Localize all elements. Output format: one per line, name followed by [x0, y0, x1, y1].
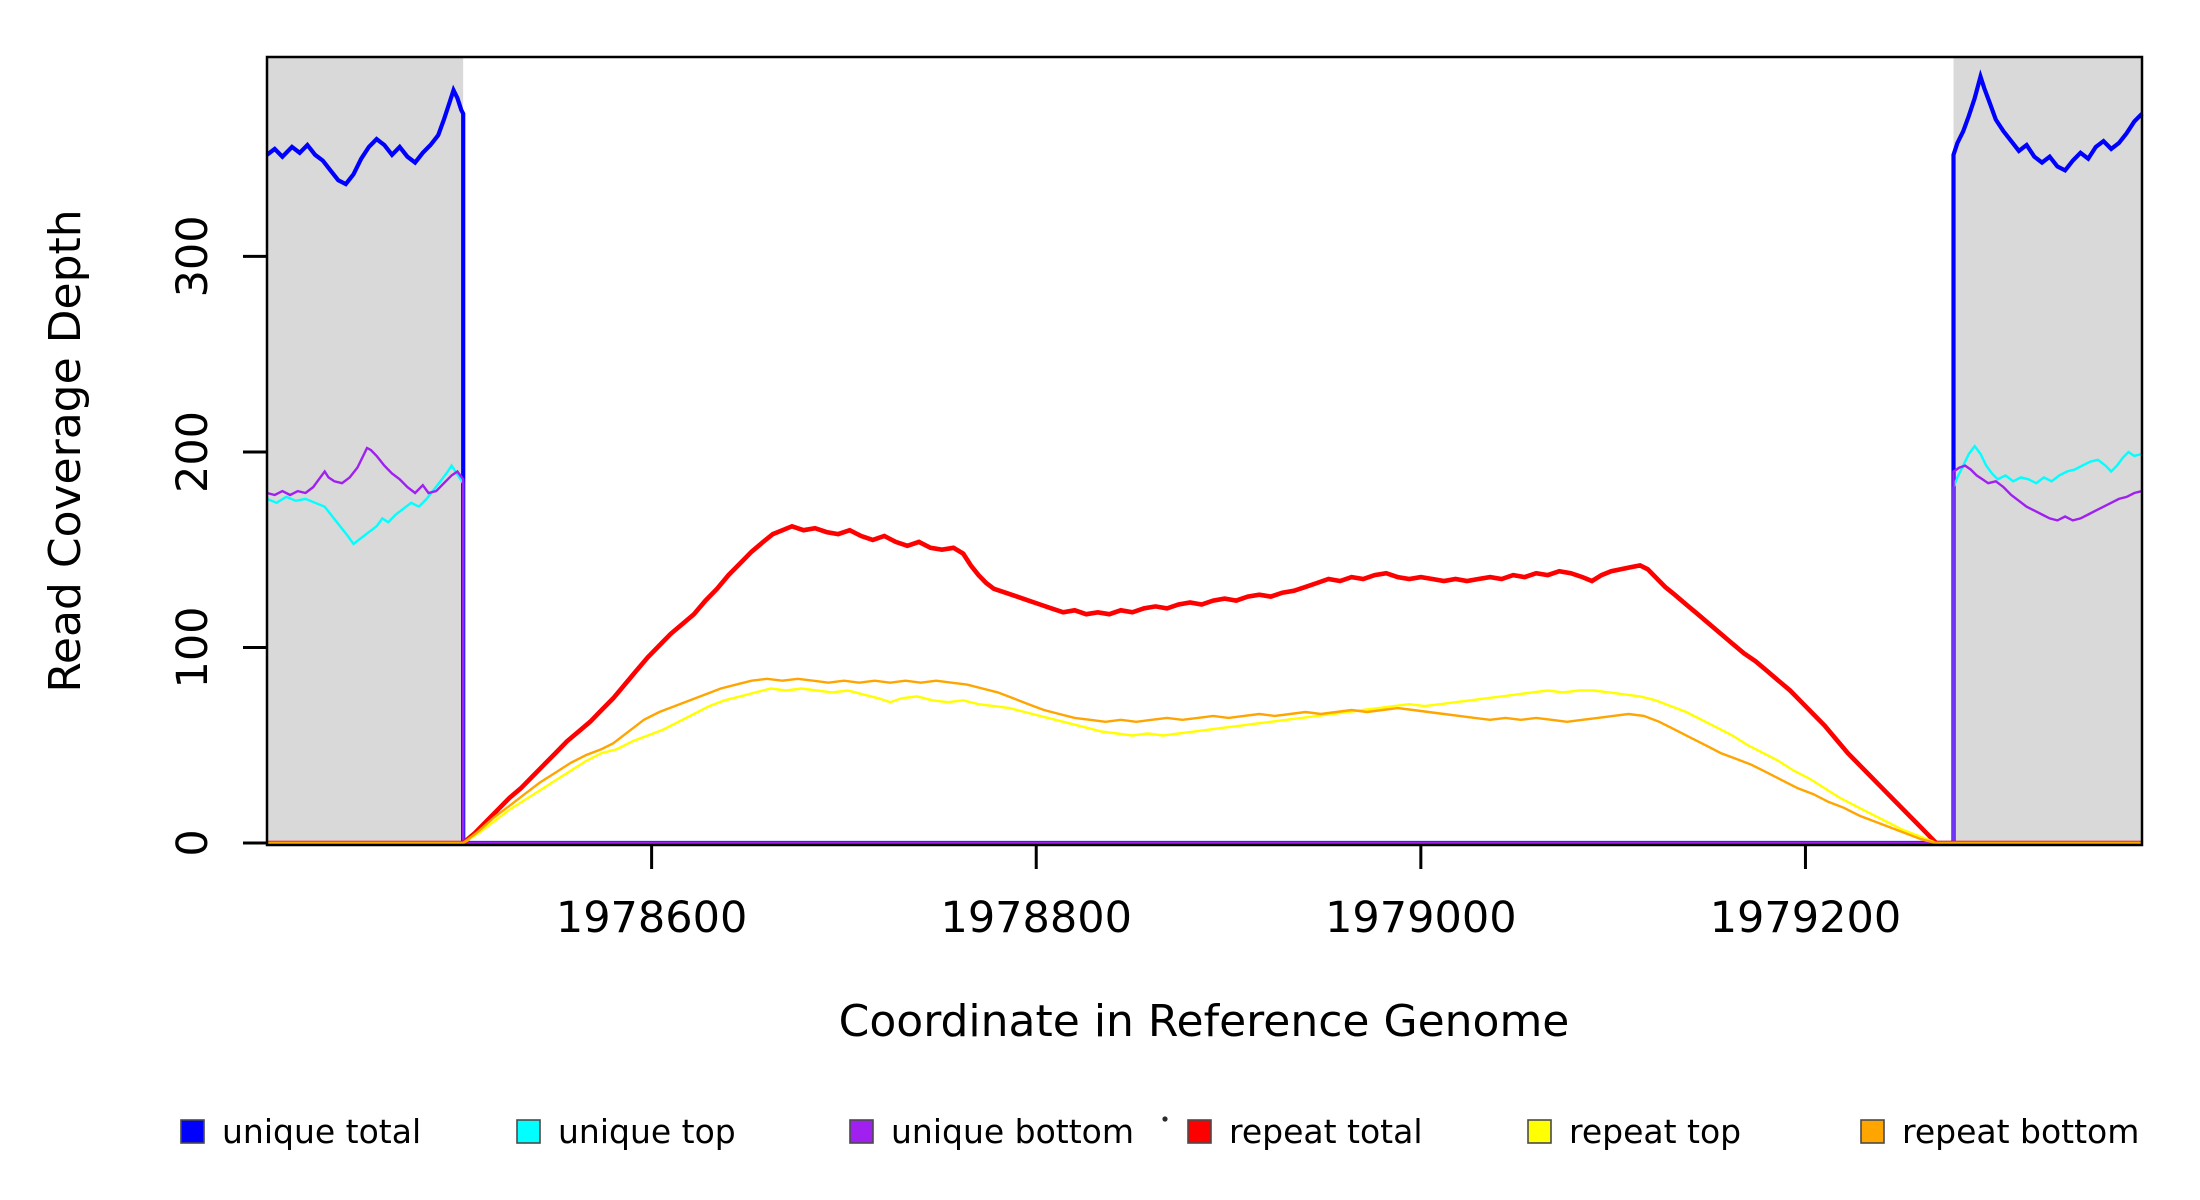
y-tick-label: 0: [168, 829, 218, 856]
series-line-repeat-top: [267, 687, 2142, 845]
series-line-unique-top: [266, 444, 2143, 845]
x-axis-title: Coordinate in Reference Genome: [839, 996, 1570, 1047]
series-line-unique-bottom: [266, 446, 2143, 845]
legend-label: unique top: [558, 1112, 736, 1151]
legend-swatch-unique-bottom: [849, 1119, 874, 1144]
legend-label: unique total: [222, 1112, 421, 1151]
series-line-unique-total: [265, 69, 2144, 846]
series-line-repeat-bottom: [267, 677, 2142, 845]
legend-item-repeat-total: repeat total: [1187, 1112, 1423, 1151]
annotations: [1162, 1116, 1168, 1122]
legend-item-unique-bottom: unique bottom: [849, 1112, 1134, 1151]
legend-label: repeat total: [1229, 1112, 1423, 1151]
x-axis: 1978600 1978800 1979000 1979200: [556, 845, 1901, 943]
legend-swatch-repeat-total: [1187, 1119, 1212, 1144]
legend-item-unique-total: unique total: [180, 1112, 421, 1151]
x-tick-label: 1979000: [1325, 893, 1517, 943]
y-tick-label: 100: [168, 606, 218, 688]
x-tick-label: 1979200: [1710, 893, 1902, 943]
x-tick-label: 1978800: [940, 893, 1132, 943]
legend-swatch-repeat-bottom: [1860, 1119, 1885, 1144]
legend-label: repeat bottom: [1902, 1112, 2139, 1151]
stray-dot: [1162, 1116, 1168, 1122]
plot-border: [265, 55, 2144, 847]
legend-item-unique-top: unique top: [516, 1112, 736, 1151]
series-line-repeat-total: [267, 523, 2142, 846]
legend-item-repeat-bottom: repeat bottom: [1860, 1112, 2139, 1151]
legend-swatch-repeat-top: [1527, 1119, 1552, 1144]
legend-label: repeat top: [1569, 1112, 1741, 1151]
legend-item-repeat-top: repeat top: [1527, 1112, 1741, 1151]
legend-label: unique bottom: [891, 1112, 1134, 1151]
legend-swatch-unique-total: [180, 1119, 205, 1144]
legend: unique total unique top unique bottom repea…: [180, 1112, 2139, 1151]
x-tick-label: 1978600: [556, 893, 748, 943]
legend-swatch-unique-top: [516, 1119, 541, 1144]
series-lines: [265, 69, 2144, 846]
y-tick-label: 200: [168, 411, 218, 493]
y-axis-title: Read Coverage Depth: [40, 209, 91, 692]
y-tick-label: 300: [168, 215, 218, 297]
shaded-regions: [267, 57, 2142, 845]
y-axis: 0 100 200 300: [168, 215, 267, 857]
shaded-region-1: [1953, 57, 2142, 845]
